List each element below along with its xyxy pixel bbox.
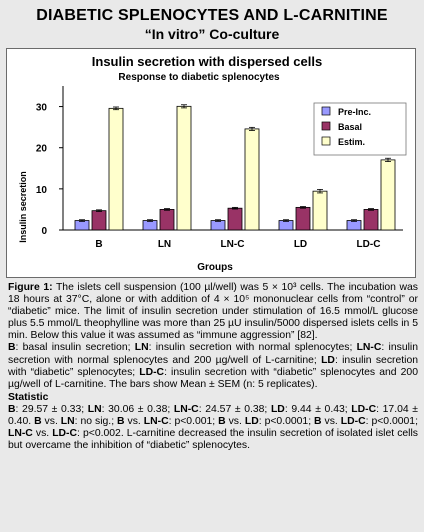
statistic-text: vs.: [41, 416, 61, 428]
definition-term: LD: [321, 354, 335, 366]
statistic-term: LD-C: [340, 416, 366, 428]
bar-estim-b: [108, 107, 124, 231]
bar-basal-b: [91, 210, 107, 231]
bar-preinc-ld: [278, 220, 294, 231]
statistic-term: B: [314, 416, 322, 428]
figure-label: Figure 1:: [8, 282, 53, 293]
legend: Pre-Inc. Basal Estim.: [313, 102, 407, 156]
x-tick-label: B: [95, 239, 102, 250]
chart-title: Insulin secretion with dispersed cells: [92, 54, 322, 69]
bar-chart: Insulin secretion with dispersed cells R…: [18, 54, 407, 273]
caption-statistics: B: 29.57 ± 0.33; LN: 30.06 ± 0.38; LN-C:…: [8, 404, 418, 452]
statistic-text: : p<0.0001;: [258, 416, 315, 428]
bar-estim-ln: [176, 105, 192, 231]
x-tick-label: LD-C: [357, 239, 381, 250]
statistic-term: B: [8, 403, 16, 415]
legend-label: Estim.: [338, 137, 365, 147]
chart-panel: Insulin secretion with dispersed cells R…: [6, 48, 416, 278]
bar-estim-ln-c: [244, 128, 260, 231]
plot-area: 0 10 20 30 B LN LN-C LD LD-C: [36, 86, 403, 250]
legend-label: Pre-Inc.: [338, 107, 371, 117]
page-header: DIABETIC SPLENOCYTES AND L-CARNITINE “In…: [0, 6, 424, 43]
bar-preinc-ld-c: [346, 220, 362, 231]
statistic-heading: Statistic: [8, 391, 49, 403]
statistic-text: vs.: [32, 428, 53, 440]
x-tick-label: LD: [294, 239, 307, 250]
definition-term: LN-C: [356, 342, 382, 354]
definition-text: : insulin secretion with “diabetic” sple…: [8, 354, 419, 378]
page-subtitle: “In vitro” Co-culture: [144, 26, 280, 42]
definition-text: : basal insulin secretion;: [15, 342, 135, 354]
bar-basal-ln: [159, 209, 175, 231]
bar-preinc-ln-c: [210, 220, 226, 231]
statistic-text: : 30.06 ± 0.38;: [101, 403, 174, 415]
statistic-text: : p<0.001;: [168, 416, 219, 428]
x-tick-label: LN-C: [221, 239, 245, 250]
bar-preinc-b: [74, 220, 90, 231]
caption-intro: Figure 1: The islets cell suspension (10…: [8, 282, 418, 342]
legend-swatch: [321, 136, 331, 146]
statistic-text: : no sig.;: [74, 416, 118, 428]
statistic-text: vs.: [225, 416, 245, 428]
x-axis-label: Groups: [197, 262, 233, 273]
statistic-term: LN-C: [8, 428, 33, 440]
caption-definitions: B: basal insulin secretion; LN: insulin …: [8, 342, 418, 390]
statistic-text: : 24.57 ± 0.38;: [198, 403, 271, 415]
figure-description: The islets cell suspension (100 µl/well)…: [8, 282, 418, 342]
y-tick-label: 20: [36, 144, 48, 155]
bar-estim-ld-c: [380, 159, 396, 231]
chart-subtitle: Response to diabetic splenocytes: [118, 72, 280, 83]
statistic-term: LD-C: [52, 428, 78, 440]
statistic-term: LN-C: [173, 403, 199, 415]
y-tick-label: 10: [36, 185, 48, 196]
statistic-term: LD: [244, 416, 259, 428]
legend-label: Basal: [338, 122, 362, 132]
statistic-text: vs.: [321, 416, 341, 428]
page-title: DIABETIC SPLENOCYTES AND L-CARNITINE: [36, 7, 388, 24]
statistic-text: : 29.57 ± 0.33;: [15, 403, 88, 415]
bar-basal-ln-c: [227, 207, 243, 231]
definition-term: B: [8, 342, 16, 354]
y-tick-label: 0: [41, 226, 47, 237]
x-tick-label: LN: [158, 239, 171, 250]
legend-swatch: [321, 121, 331, 131]
statistic-text: : 17.04 ± 0.40.: [8, 403, 418, 428]
statistic-text: : 9.44 ± 0.43;: [284, 403, 352, 415]
statistic-term: LD-C: [351, 403, 377, 415]
definition-text: : insulin secretion with normal splenocy…: [8, 342, 418, 366]
statistic-term: B: [34, 416, 42, 428]
statistic-text: : p<0.0001;: [365, 416, 418, 428]
bar-basal-ld: [295, 206, 311, 231]
statistic-term: LN: [60, 416, 75, 428]
figure-caption: Figure 1: The islets cell suspension (10…: [8, 282, 418, 452]
bar-estim-ld: [312, 190, 328, 231]
definition-text: : insulin secretion with “diabetic” sple…: [8, 366, 418, 390]
statistic-text: vs.: [124, 416, 144, 428]
statistic-term: LN: [87, 403, 102, 415]
legend-swatch: [321, 106, 331, 116]
statistic-term: B: [218, 416, 226, 428]
definition-term: LN: [134, 342, 149, 354]
statistic-term: LD: [270, 403, 285, 415]
statistic-text: : p<0.002. L-carnitine decreased the ins…: [8, 428, 418, 452]
bar-basal-ld-c: [363, 209, 379, 231]
definition-term: LD-C: [139, 366, 165, 378]
statistic-term: LN-C: [143, 416, 169, 428]
definition-text: : insulin secretion with normal splenocy…: [148, 342, 357, 354]
bar-preinc-ln: [142, 220, 158, 231]
y-axis-label: Insulin secretion: [18, 171, 28, 243]
y-tick-label: 30: [36, 103, 48, 114]
statistic-term: B: [117, 416, 125, 428]
